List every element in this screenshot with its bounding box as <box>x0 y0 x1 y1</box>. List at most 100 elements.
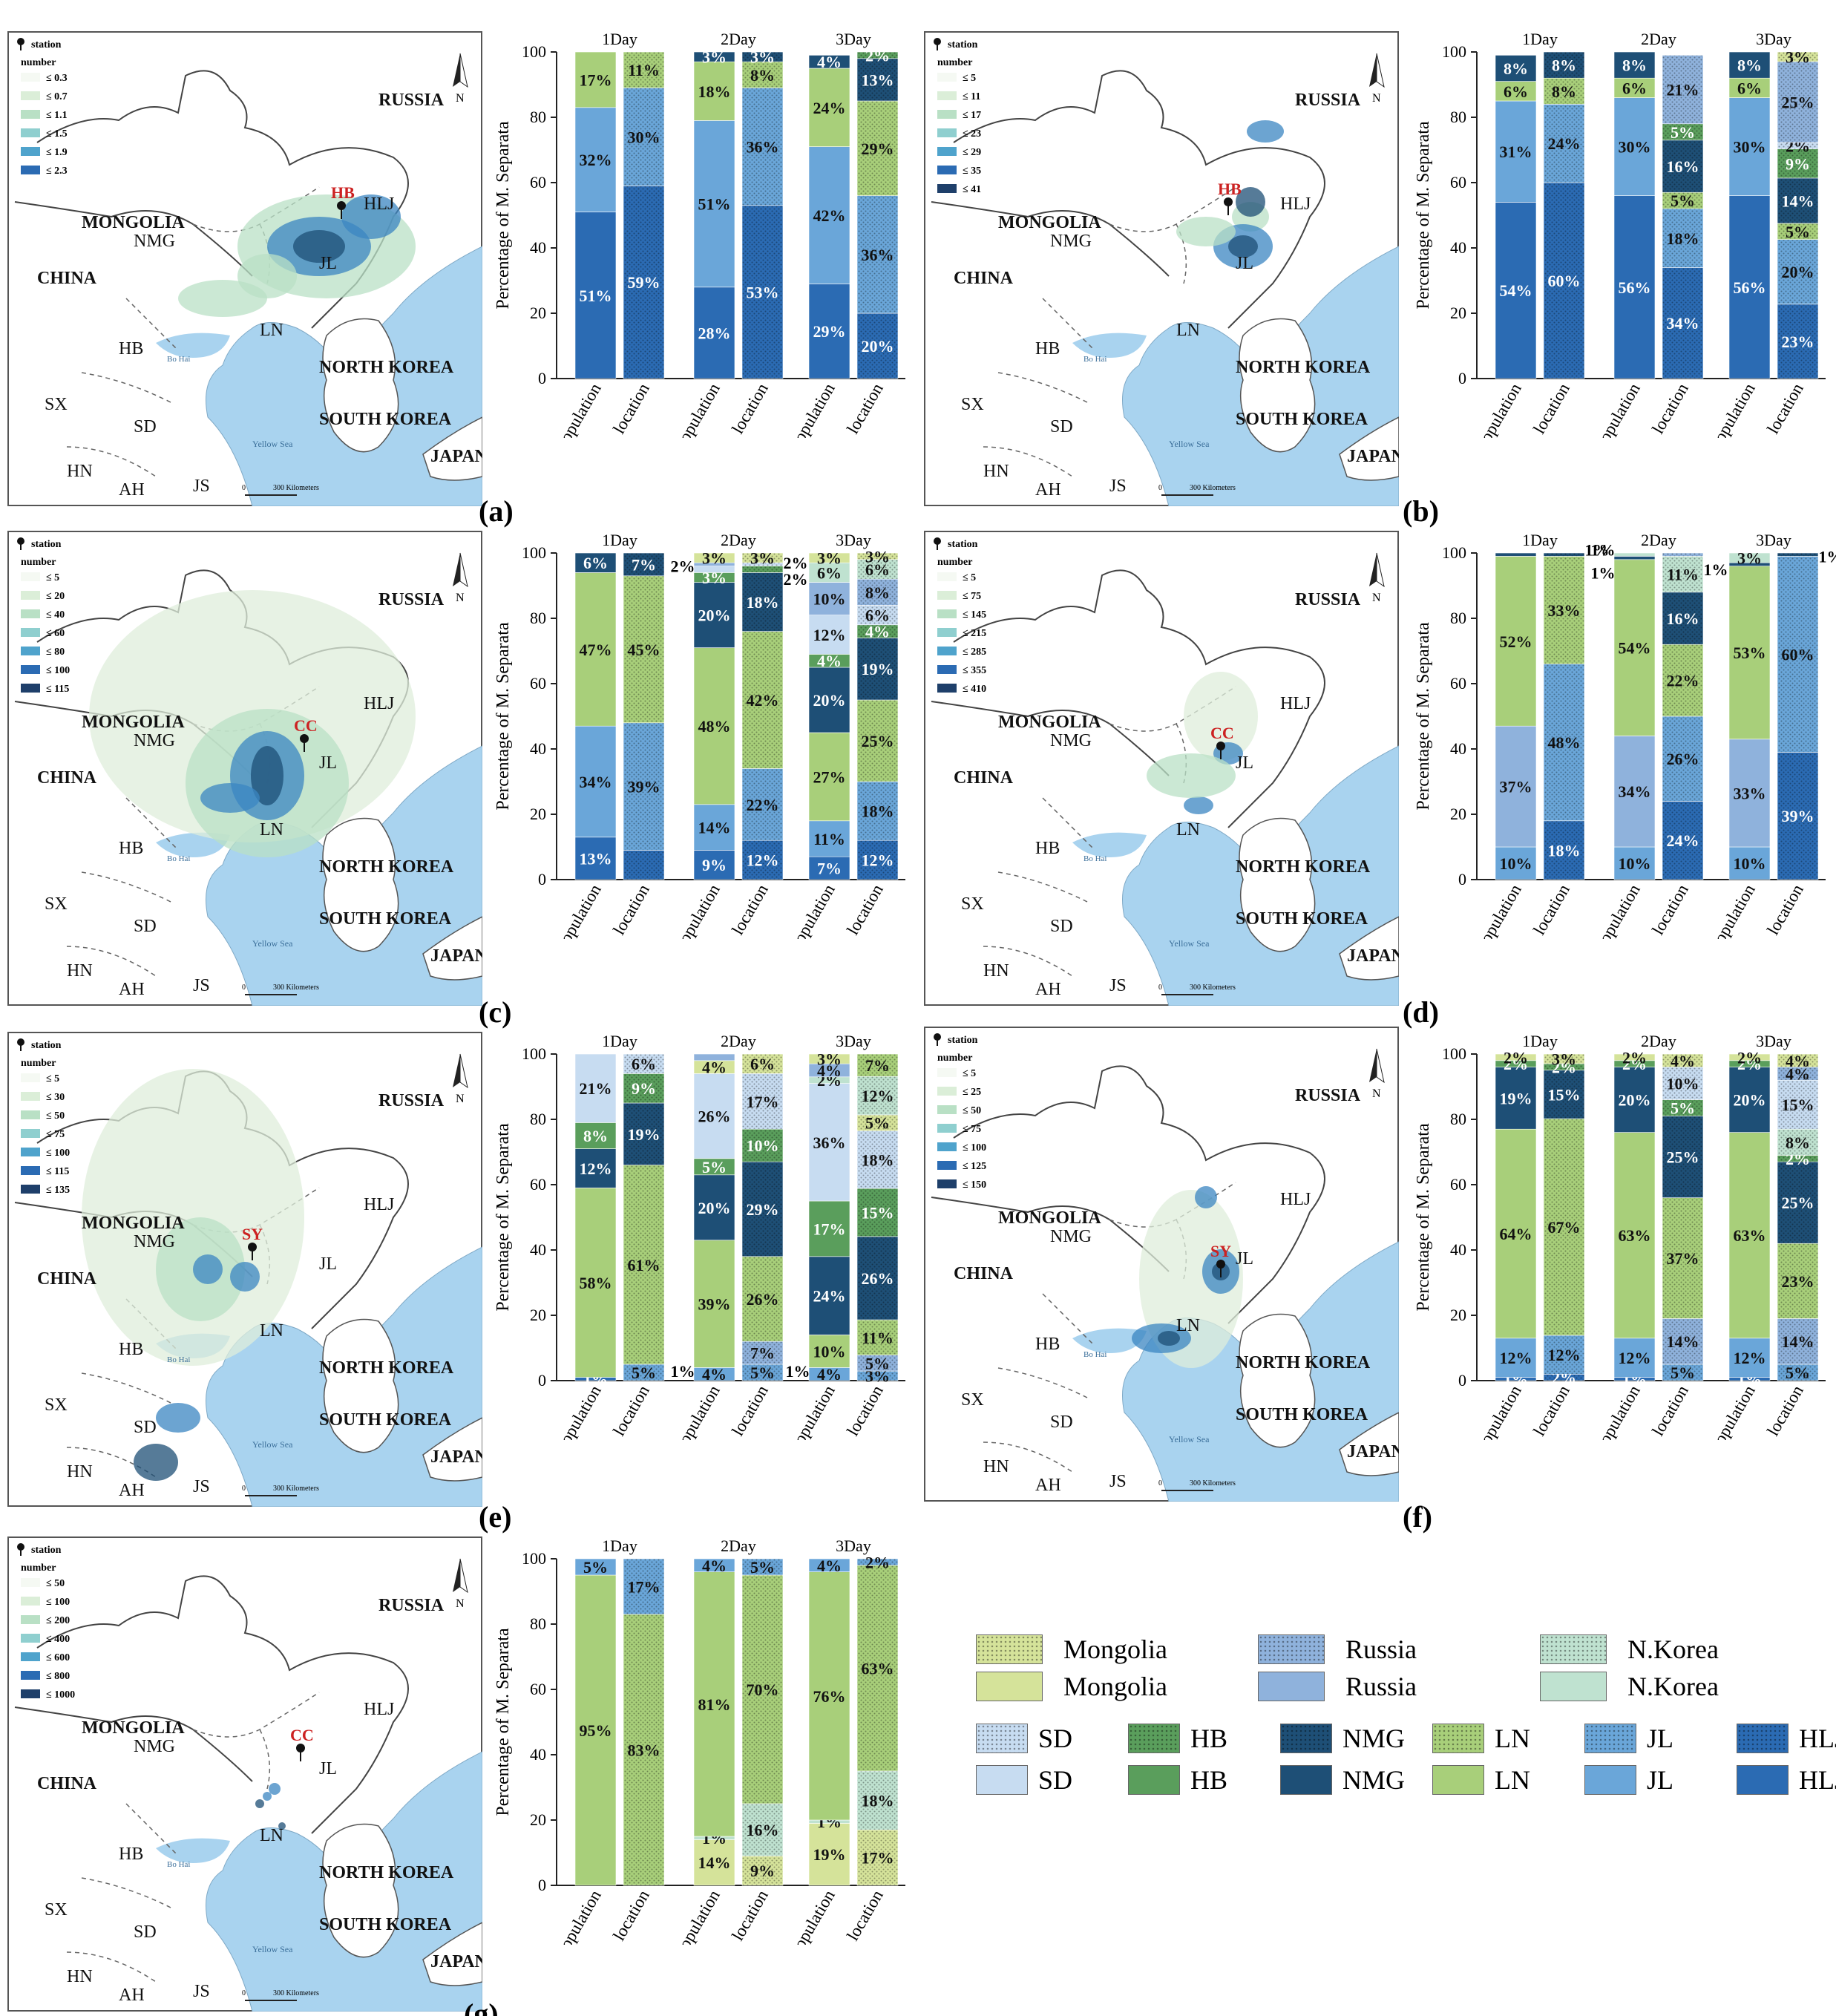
svg-text:N: N <box>1372 592 1381 604</box>
outside-value-label: 2% <box>784 554 808 572</box>
bar-segment <box>741 205 784 379</box>
bar-segment <box>693 1174 735 1241</box>
north-arrow-icon: N <box>453 1053 468 1105</box>
map-legend-value: ≤ 1.1 <box>46 110 68 121</box>
svg-text:0: 0 <box>242 1485 246 1493</box>
y-tick-label: 100 <box>522 1549 546 1568</box>
bar-value-label: 8% <box>1737 56 1762 75</box>
y-tick-label: 60 <box>530 1680 546 1698</box>
bar-segment <box>1728 195 1771 379</box>
heat-blob <box>193 1254 223 1284</box>
legend-item: JL <box>1584 1722 1673 1755</box>
bar-value-label: 70% <box>747 1680 779 1699</box>
bar-segment <box>741 552 784 563</box>
map-place-label: SOUTH KOREA <box>1236 410 1368 429</box>
map-place-label: SOUTH KOREA <box>319 909 452 929</box>
bar-segment <box>808 667 850 733</box>
bar-segment <box>623 850 665 880</box>
scale-bar: 0 300 Kilometers <box>1158 484 1236 496</box>
bar-segment <box>808 55 850 69</box>
map-place-label: NMG <box>1050 731 1092 750</box>
legend-label: NMG <box>1342 1724 1406 1753</box>
station-label: CC <box>290 1726 314 1744</box>
bar-segment <box>1662 716 1704 802</box>
bar-value-label: 12% <box>862 1087 894 1105</box>
map-place-label: MONGOLIA <box>82 713 185 732</box>
map-panel-2: RUSSIA MONGOLIA CHINA NORTH KOREA SOUTH KORE… <box>924 31 1399 506</box>
scale-bar: 0 300 Kilometers <box>1158 984 1236 995</box>
map-place-label: HN <box>67 1967 93 1986</box>
map-place-label: HN <box>983 462 1009 481</box>
map-legend-value: ≤ 215 <box>963 628 986 639</box>
bar-value-label: 48% <box>698 717 731 736</box>
bar-segment <box>808 1083 850 1202</box>
bar-value-label: 26% <box>698 1107 731 1126</box>
map-place-label: HB <box>1035 339 1060 359</box>
map-legend-value: ≤ 100 <box>963 1142 986 1153</box>
heat-blob <box>278 1822 286 1830</box>
map-place-label: CHINA <box>954 1264 1014 1283</box>
map-place-label: AH <box>1035 980 1061 999</box>
bar-value-label: 3% <box>702 48 727 67</box>
scale-bar: 0 300 Kilometers <box>242 984 319 995</box>
bar-value-label: 8% <box>1552 56 1576 75</box>
x-tick-label: location <box>1530 1382 1573 1439</box>
bar-segment <box>856 1053 899 1077</box>
bar-value-label: 63% <box>1734 1226 1766 1245</box>
north-arrow-icon: N <box>453 1558 468 1610</box>
bar-segment <box>693 61 735 121</box>
svg-text:300 Kilometers: 300 Kilometers <box>273 484 319 492</box>
bar-value-label: 10% <box>1619 854 1651 873</box>
bar-value-label: 13% <box>862 71 894 89</box>
x-tick-label: location <box>843 1887 887 1944</box>
chart-panel-4: 0 20 40 60 80 100 Percentage of M. Separata 1Da… <box>1414 531 1836 939</box>
heat-blob <box>230 1262 260 1292</box>
svg-text:Yellow Sea: Yellow Sea <box>1169 439 1210 449</box>
bar-segment <box>808 562 850 583</box>
bar-segment <box>1495 55 1537 82</box>
map-place-label: SD <box>134 917 157 936</box>
svg-text:number: number <box>21 57 56 68</box>
legend-item: NMG <box>1280 1722 1405 1755</box>
x-tick-label: population <box>1706 881 1759 939</box>
bar-value-label: 15% <box>1782 1096 1814 1114</box>
bar-value-label: 10% <box>813 590 846 609</box>
svg-text:300 Kilometers: 300 Kilometers <box>273 984 319 992</box>
legend-item: HLJ <box>1737 1764 1836 1796</box>
legend-label: SD <box>1038 1724 1073 1753</box>
bar-value-label: 3% <box>1737 549 1762 568</box>
bar-value-label: 8% <box>1504 59 1528 78</box>
bar-segment <box>808 1256 850 1335</box>
map-place-label: HLJ <box>1280 1190 1311 1209</box>
legend-label: SD <box>1038 1765 1073 1795</box>
map-place-label: HN <box>67 1462 93 1482</box>
svg-text:Yellow Sea: Yellow Sea <box>252 1944 293 1954</box>
map-place-label: JS <box>193 976 210 995</box>
map-legend-value: ≤ 410 <box>963 684 986 695</box>
bar-value-label: 11% <box>862 1329 894 1347</box>
bar-segment <box>1777 61 1819 143</box>
bar-segment <box>741 768 784 841</box>
map-place-label: JAPAN <box>1347 946 1399 966</box>
bar-segment <box>1495 202 1537 379</box>
map-legend-value: ≤ 150 <box>963 1179 986 1191</box>
bar-value-label: 18% <box>862 1151 894 1169</box>
outside-value-label: 1% <box>671 1362 695 1381</box>
legend-label: Russia <box>1345 1672 1417 1701</box>
chart-panel-2: 0 20 40 60 80 100 Percentage of M. Separata 1Da… <box>1414 30 1826 438</box>
y-tick-label: 100 <box>522 42 546 61</box>
legend-label: LN <box>1495 1765 1530 1795</box>
group-label: 2Day <box>721 1032 756 1050</box>
bar-segment <box>808 146 850 284</box>
bar-value-label: 2% <box>1737 1048 1762 1067</box>
svg-text:300 Kilometers: 300 Kilometers <box>1190 984 1236 992</box>
map-place-label: CHINA <box>37 269 97 288</box>
y-tick-label: 60 <box>1450 173 1466 192</box>
map-place-label: JS <box>1109 976 1127 995</box>
x-tick-label: location <box>728 881 772 938</box>
heat-blob <box>1184 672 1258 761</box>
heat-blob <box>269 1783 281 1795</box>
y-tick-label: 20 <box>1450 805 1466 823</box>
bar-value-label: 4% <box>1786 1052 1810 1070</box>
bar-value-label: 54% <box>1619 639 1651 658</box>
